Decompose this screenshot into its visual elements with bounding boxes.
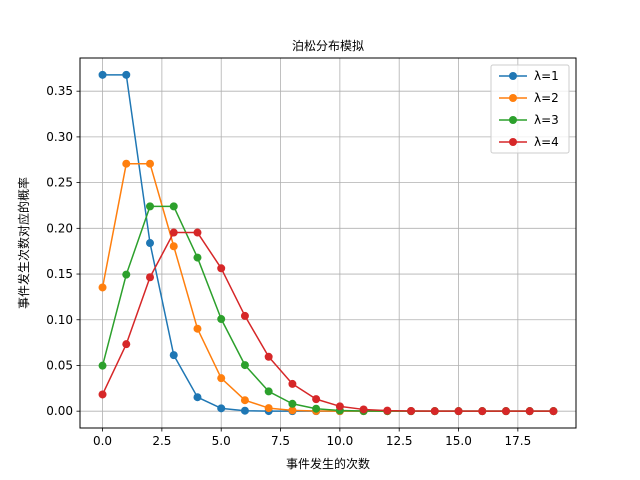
- data-point: [169, 242, 178, 251]
- legend-label: λ=2: [534, 91, 559, 105]
- y-tick-label: 0.30: [46, 130, 73, 144]
- data-point: [217, 315, 226, 324]
- data-point: [98, 390, 107, 399]
- y-tick-label: 0.20: [46, 221, 73, 235]
- data-point: [383, 406, 392, 415]
- data-point: [217, 374, 226, 383]
- x-tick-label: 10.0: [327, 434, 354, 448]
- x-tick-label: 0.0: [93, 434, 112, 448]
- data-point: [240, 311, 249, 320]
- data-point: [122, 159, 131, 168]
- x-tick-label: 7.5: [271, 434, 290, 448]
- x-tick-label: 12.5: [386, 434, 413, 448]
- data-point: [454, 407, 463, 416]
- y-tick-label: 0.25: [46, 176, 73, 190]
- data-point: [193, 253, 202, 262]
- data-point: [146, 159, 155, 168]
- y-axis-title: 事件发生次数对应的概率: [16, 177, 31, 309]
- data-point: [193, 324, 202, 333]
- x-tick-label: 2.5: [152, 434, 171, 448]
- data-point: [169, 202, 178, 211]
- data-point: [288, 399, 297, 408]
- data-point: [359, 405, 368, 414]
- data-point: [312, 395, 321, 404]
- data-point: [122, 270, 131, 279]
- data-point: [217, 404, 226, 413]
- x-tick-label: 17.5: [504, 434, 531, 448]
- legend-label: λ=3: [534, 113, 559, 127]
- data-point: [146, 273, 155, 282]
- y-tick-label: 0.05: [46, 358, 73, 372]
- data-point: [312, 404, 321, 413]
- y-tick-label: 0.10: [46, 313, 73, 327]
- data-point: [501, 407, 510, 416]
- legend-label: λ=4: [534, 135, 559, 149]
- data-point: [240, 361, 249, 370]
- x-tick-label: 5.0: [212, 434, 231, 448]
- data-point: [146, 202, 155, 211]
- data-point: [217, 264, 226, 273]
- legend-swatch-marker: [509, 94, 517, 102]
- data-point: [264, 404, 273, 413]
- data-point: [169, 351, 178, 360]
- data-point: [122, 70, 131, 79]
- legend-swatch-marker: [509, 72, 517, 80]
- data-point: [193, 393, 202, 402]
- series-layer: [98, 70, 558, 416]
- data-point: [478, 407, 487, 416]
- data-point: [240, 396, 249, 405]
- y-tick-label: 0.00: [46, 404, 73, 418]
- data-point: [98, 70, 107, 79]
- data-point: [430, 407, 439, 416]
- data-point: [288, 379, 297, 388]
- data-point: [122, 340, 131, 349]
- x-tick-label: 15.0: [445, 434, 472, 448]
- data-point: [264, 387, 273, 396]
- y-axis: 0.00 0.05 0.10 0.15 0.20 0.25 0.30 0.35: [46, 84, 80, 418]
- plot-frame: [79, 57, 577, 429]
- data-point: [240, 406, 249, 415]
- data-point: [98, 283, 107, 292]
- data-point: [169, 228, 178, 237]
- legend-label: λ=1: [534, 69, 559, 83]
- y-tick-label: 0.35: [46, 84, 73, 98]
- legend: λ=1 λ=2 λ=3 λ=4: [490, 64, 570, 154]
- chart-title: 泊松分布模拟: [292, 39, 364, 53]
- y-tick-label: 0.15: [46, 267, 73, 281]
- legend-box: [490, 64, 570, 154]
- data-point: [146, 239, 155, 248]
- data-point: [264, 352, 273, 361]
- x-axis: 0.0 2.5 5.0 7.5 10.0 12.5 15.0 17.5: [93, 428, 531, 448]
- data-point: [193, 228, 202, 237]
- data-point: [335, 402, 344, 411]
- data-point: [407, 406, 416, 415]
- legend-swatch-marker: [509, 116, 517, 124]
- data-point: [288, 406, 297, 415]
- legend-swatch-marker: [509, 138, 517, 146]
- data-point: [525, 407, 534, 416]
- data-point: [98, 361, 107, 370]
- data-point: [549, 407, 558, 416]
- x-axis-title: 事件发生的次数: [286, 456, 370, 471]
- series-4: [98, 228, 558, 416]
